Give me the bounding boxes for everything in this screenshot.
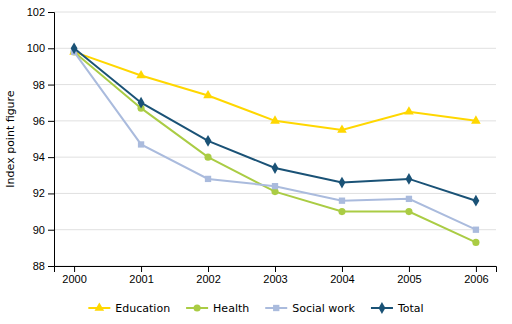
marker bbox=[472, 239, 479, 246]
series-group bbox=[69, 42, 480, 246]
tick-mark bbox=[275, 266, 276, 272]
x-axis: 2000 2001 2002 2003 2004 2005 2006 bbox=[55, 266, 497, 285]
legend-label: Education bbox=[115, 302, 170, 315]
marker bbox=[406, 196, 412, 202]
tick-mark bbox=[48, 193, 54, 194]
tick-mark bbox=[48, 121, 54, 122]
tick-label: 96 bbox=[33, 115, 45, 127]
marker bbox=[138, 97, 145, 109]
tick: 90 bbox=[33, 224, 54, 236]
tick: 2001 bbox=[129, 266, 153, 285]
line bbox=[74, 52, 476, 243]
axis-title: Index point figure bbox=[4, 90, 17, 187]
legend-marker bbox=[95, 302, 105, 310]
legend-label: Total bbox=[397, 302, 424, 315]
tick-mark bbox=[74, 266, 75, 272]
chart: 8890929496981001022000200120022003200420… bbox=[0, 0, 512, 324]
marker bbox=[338, 208, 345, 215]
tick-label: 2006 bbox=[464, 273, 488, 285]
tick: 94 bbox=[33, 151, 54, 163]
grid-line bbox=[54, 157, 496, 158]
legend-marker bbox=[379, 302, 386, 314]
tick-mark bbox=[342, 266, 343, 272]
tick-label: 90 bbox=[33, 224, 45, 236]
marker bbox=[405, 208, 412, 215]
marker bbox=[204, 154, 211, 161]
tick: 88 bbox=[33, 260, 54, 272]
tick-mark bbox=[476, 266, 477, 272]
tick-label: 2001 bbox=[129, 273, 153, 285]
tick-mark bbox=[141, 266, 142, 272]
legend-item: Education bbox=[88, 302, 170, 315]
tick-label: 92 bbox=[33, 187, 45, 199]
tick: 2000 bbox=[62, 266, 86, 285]
grid-line bbox=[54, 12, 496, 13]
tick: 2004 bbox=[330, 266, 354, 285]
legend-label: Health bbox=[213, 302, 249, 315]
legend-marker bbox=[273, 305, 279, 311]
tick-label: 102 bbox=[27, 6, 45, 18]
tick-label: 98 bbox=[33, 79, 45, 91]
marker bbox=[473, 227, 479, 233]
legend-item: Total bbox=[371, 302, 424, 315]
tick: 2003 bbox=[263, 266, 287, 285]
marker bbox=[337, 124, 347, 132]
tick-label: 88 bbox=[33, 260, 45, 272]
marker bbox=[406, 173, 413, 185]
tick: 2006 bbox=[464, 266, 488, 285]
tick-mark bbox=[48, 266, 54, 267]
line bbox=[74, 52, 476, 230]
grid bbox=[54, 12, 496, 266]
tick-label: 2005 bbox=[397, 273, 421, 285]
marker bbox=[136, 70, 146, 78]
line bbox=[74, 52, 476, 130]
tick-label: 2004 bbox=[330, 273, 354, 285]
legend-item: Health bbox=[186, 302, 249, 315]
marker bbox=[339, 198, 345, 204]
tick: 92 bbox=[33, 187, 54, 199]
tick: 96 bbox=[33, 115, 54, 127]
marker bbox=[471, 115, 481, 123]
legend-item: Social work bbox=[265, 302, 355, 315]
tick-mark bbox=[48, 12, 54, 13]
tick-label: 2000 bbox=[62, 273, 86, 285]
legend-marker bbox=[194, 304, 201, 311]
tick-mark bbox=[208, 266, 209, 272]
tick: 2002 bbox=[196, 266, 220, 285]
axis-line bbox=[48, 13, 55, 267]
tick-mark bbox=[48, 85, 54, 86]
tick: 100 bbox=[27, 42, 54, 54]
marker bbox=[205, 135, 212, 147]
tick-mark bbox=[409, 266, 410, 272]
marker bbox=[203, 90, 213, 98]
marker bbox=[404, 106, 414, 114]
tick-mark bbox=[48, 48, 54, 49]
marker bbox=[272, 162, 279, 174]
line bbox=[74, 48, 476, 200]
tick-label: 2003 bbox=[263, 273, 287, 285]
tick: 98 bbox=[33, 79, 54, 91]
tick-mark bbox=[48, 230, 54, 231]
legend: Education Health Social work Total bbox=[88, 302, 423, 315]
tick-label: 94 bbox=[33, 151, 45, 163]
marker bbox=[272, 183, 278, 189]
tick-mark bbox=[48, 157, 54, 158]
grid-line bbox=[54, 229, 496, 230]
marker bbox=[71, 42, 78, 54]
axis-line bbox=[55, 267, 497, 273]
tick-label: 2002 bbox=[196, 273, 220, 285]
plot-area: 8890929496981001022000200120022003200420… bbox=[27, 6, 497, 285]
legend-label: Social work bbox=[292, 302, 355, 315]
grid-line bbox=[54, 48, 496, 49]
marker bbox=[270, 115, 280, 123]
marker bbox=[205, 176, 211, 182]
marker bbox=[473, 195, 480, 207]
tick: 102 bbox=[27, 6, 54, 18]
tick: 2005 bbox=[397, 266, 421, 285]
marker bbox=[138, 141, 144, 147]
tick-label: 100 bbox=[27, 42, 45, 54]
y-axis: 88 90 92 94 96 98 100 102 bbox=[27, 6, 55, 272]
marker bbox=[339, 177, 346, 189]
